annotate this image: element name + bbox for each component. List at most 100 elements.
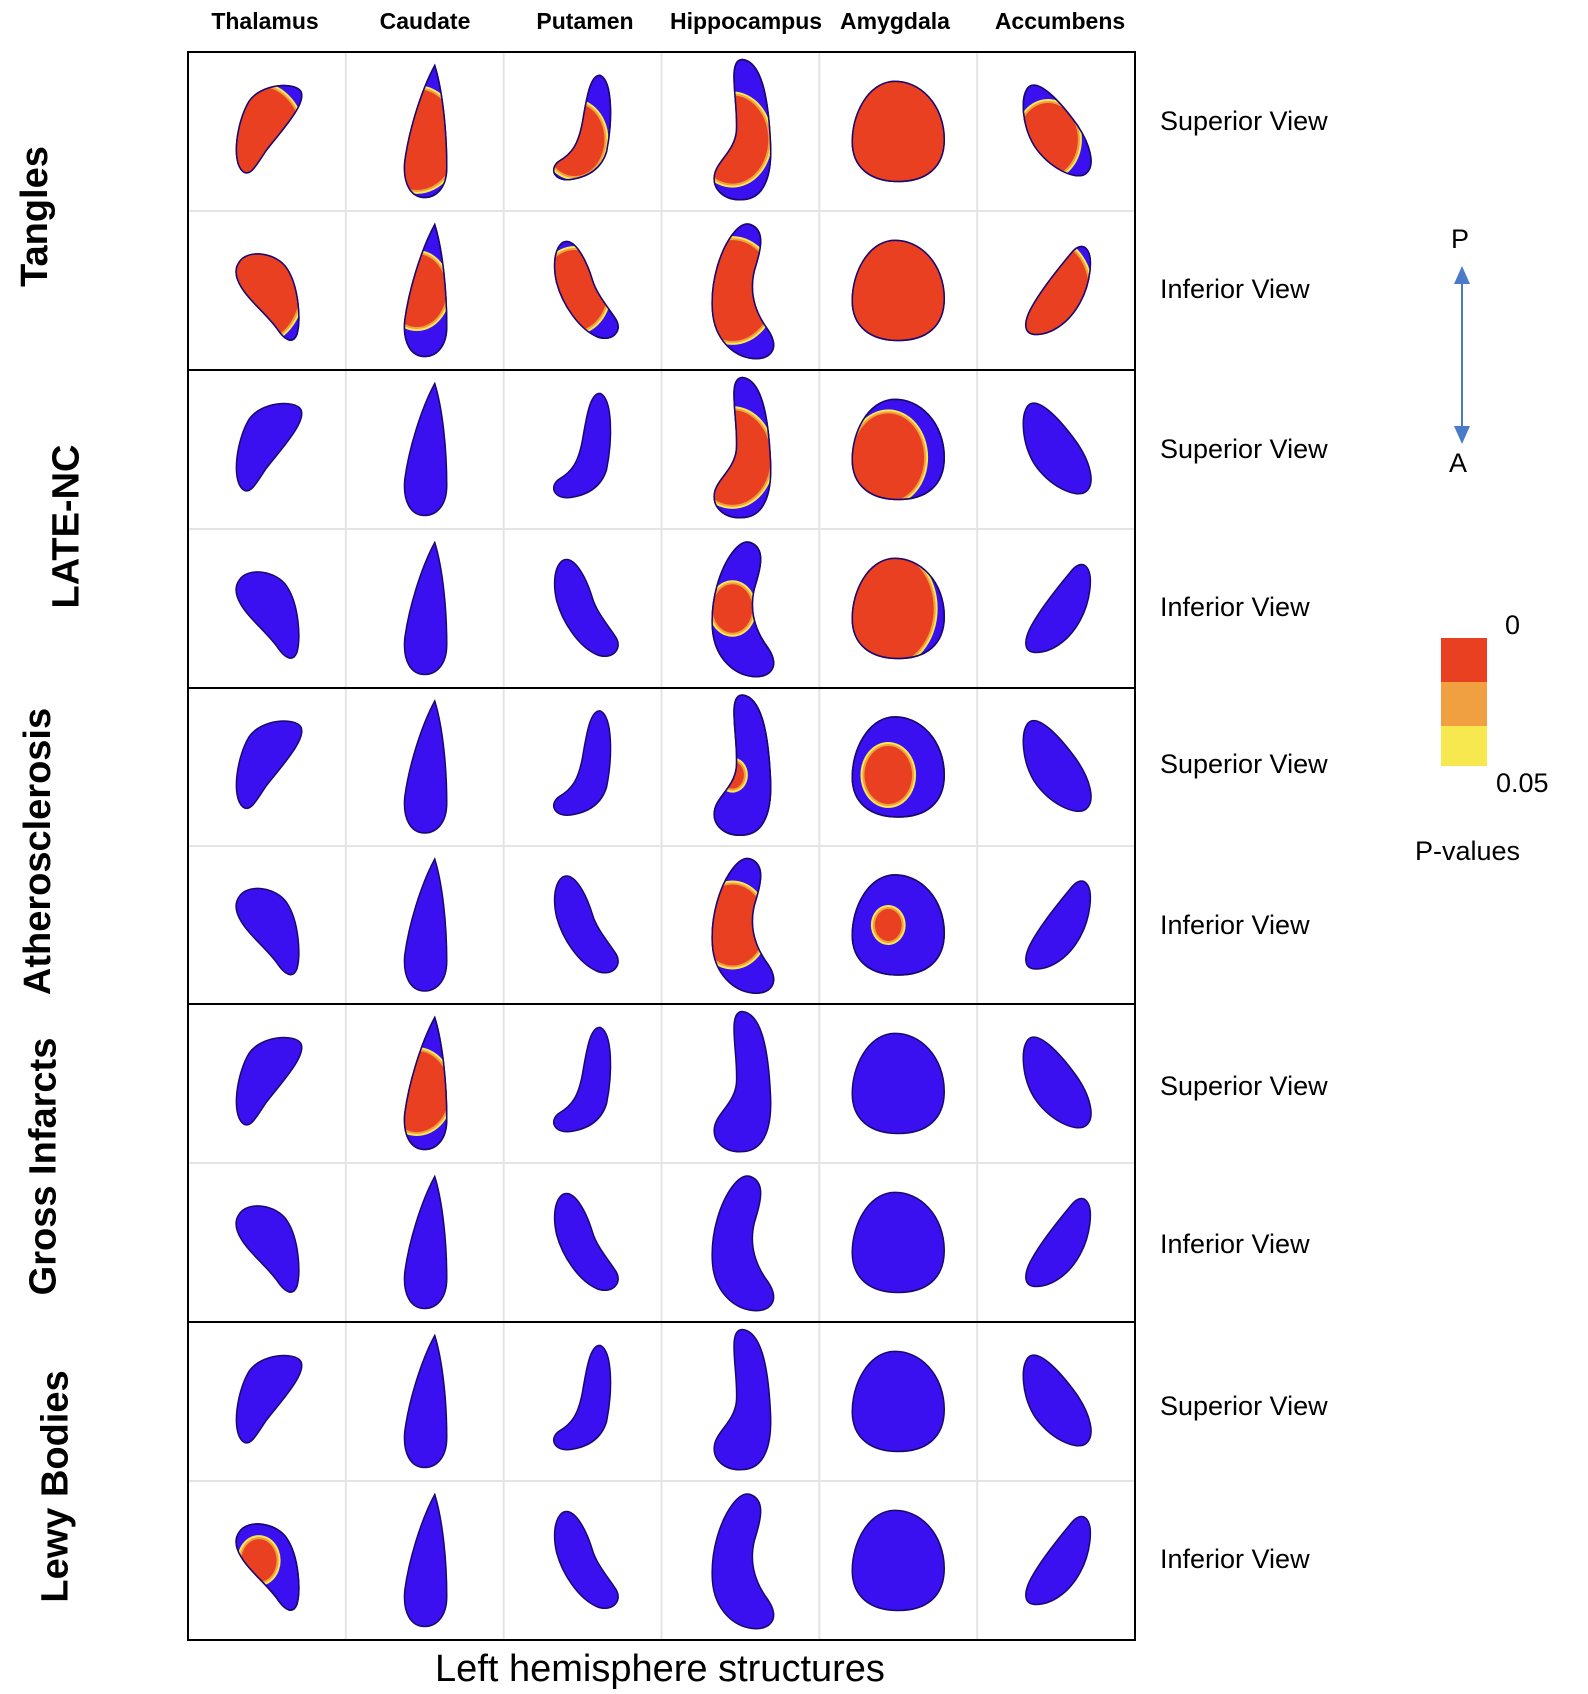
structure-caudate-tangles-superior [403, 63, 448, 199]
structure-outline [235, 253, 300, 341]
structure-surface [235, 1036, 303, 1126]
structure-surface [713, 1010, 772, 1153]
structure-putamen-tangles-inferior [553, 240, 619, 339]
structure-caudate-late-nc-inferior [403, 540, 448, 676]
structure-surface [553, 1192, 619, 1291]
orientation-arrow-up [1454, 266, 1470, 284]
structure-surface [711, 1175, 775, 1312]
sig-region-high [1025, 246, 1090, 335]
sig-region-high [874, 909, 902, 941]
legend-swatch-low [1441, 726, 1487, 766]
structure-amygdala-late-nc-inferior [851, 557, 946, 660]
structure-surface [403, 699, 448, 834]
sig-region-high [714, 95, 769, 184]
sig-region-high [712, 584, 753, 633]
structure-outline [711, 857, 775, 994]
x-axis-title: Left hemisphere structures [435, 1648, 885, 1690]
structure-thalamus-lewy-bodies-superior [235, 1354, 303, 1444]
structure-surface [235, 571, 300, 659]
structure-caudate-late-nc-superior [403, 381, 448, 517]
structure-amygdala-gross-infarcts-inferior [851, 1191, 946, 1294]
structure-outline [851, 239, 946, 342]
col-header-caudate: Caudate [379, 8, 471, 34]
structure-surface [1025, 563, 1092, 654]
structure-amygdala-atherosclerosis-superior [851, 716, 946, 818]
structure-outline [851, 874, 946, 976]
structure-outline [711, 541, 775, 678]
structure-hippocampus-tangles-inferior [711, 223, 775, 360]
sig-region-high [852, 558, 934, 659]
structure-surface [713, 1328, 772, 1471]
structure-putamen-atherosclerosis-inferior [553, 875, 619, 974]
structure-accumbens-atherosclerosis-inferior [1025, 880, 1092, 970]
col-header-putamen: Putamen [536, 8, 634, 34]
sig-region-high [236, 253, 299, 341]
structure-outline [711, 223, 775, 360]
structure-outline [403, 1015, 448, 1151]
legend-max-label: 0 [1505, 610, 1521, 640]
legend-min-label: 0.05 [1496, 768, 1549, 798]
structure-accumbens-tangles-superior [1022, 84, 1092, 177]
structure-surface [403, 540, 448, 676]
structure-surface [553, 710, 612, 816]
structure-outline [713, 58, 772, 201]
structure-outline [403, 222, 448, 358]
structure-surface [553, 1510, 619, 1609]
block-border-lewy-bodies [187, 1321, 1136, 1641]
view-label: Inferior View [1160, 910, 1310, 940]
view-label: Superior View [1160, 1071, 1328, 1101]
structure-surface [1022, 1354, 1092, 1447]
structure-accumbens-gross-infarcts-inferior [1025, 1197, 1092, 1288]
sig-region-high [404, 1051, 447, 1132]
sig-region-high [236, 86, 302, 173]
structure-surface [403, 857, 448, 992]
structure-thalamus-lewy-bodies-inferior [235, 1523, 300, 1611]
structure-outline [235, 1523, 300, 1611]
structure-hippocampus-late-nc-superior [713, 376, 772, 519]
orientation-label-p: P [1451, 224, 1470, 254]
structure-amygdala-lewy-bodies-superior [851, 1350, 946, 1453]
structure-accumbens-tangles-inferior [1025, 245, 1092, 336]
structure-caudate-tangles-inferior [403, 222, 448, 358]
structure-surface [403, 381, 448, 517]
view-label: Superior View [1160, 106, 1328, 136]
view-label: Superior View [1160, 434, 1328, 464]
structure-surface [851, 1350, 946, 1453]
structure-amygdala-lewy-bodies-inferior [851, 1509, 946, 1612]
structure-amygdala-gross-infarcts-superior [851, 1032, 946, 1135]
structure-surface [235, 887, 300, 976]
structure-putamen-late-nc-superior [553, 392, 612, 499]
structure-outline [851, 398, 946, 501]
sig-region-high [241, 1539, 277, 1582]
structure-thalamus-late-nc-superior [235, 402, 303, 492]
structure-surface [553, 875, 619, 974]
col-header-accumbens: Accumbens [994, 8, 1126, 34]
structure-surface [1025, 880, 1092, 970]
structure-surface [403, 1492, 448, 1628]
structure-accumbens-atherosclerosis-superior [1022, 720, 1092, 812]
orientation-arrow-down [1454, 426, 1470, 444]
structure-thalamus-gross-infarcts-inferior [235, 1205, 300, 1293]
structure-outline [851, 80, 946, 183]
structure-putamen-gross-infarcts-inferior [553, 1192, 619, 1291]
structure-putamen-lewy-bodies-superior [553, 1344, 612, 1451]
structure-surface [1022, 1036, 1092, 1129]
structure-thalamus-late-nc-inferior [235, 571, 300, 659]
structure-caudate-gross-infarcts-superior [403, 1015, 448, 1151]
view-label: Inferior View [1160, 1229, 1310, 1259]
structure-hippocampus-lewy-bodies-inferior [711, 1493, 775, 1630]
structure-amygdala-late-nc-superior [851, 398, 946, 501]
col-header-hippocampus: Hippocampus [670, 8, 823, 34]
structure-surface [403, 1174, 448, 1310]
structure-accumbens-lewy-bodies-inferior [1025, 1515, 1092, 1606]
row-label-gross-infarcts: Gross Infarcts [22, 1037, 65, 1296]
structure-hippocampus-gross-infarcts-inferior [711, 1175, 775, 1312]
structure-amygdala-tangles-superior [851, 80, 946, 183]
structure-surface [235, 1354, 303, 1444]
view-label: Inferior View [1160, 592, 1310, 622]
view-label: Inferior View [1160, 1544, 1310, 1574]
structure-caudate-atherosclerosis-inferior [403, 857, 448, 992]
structure-amygdala-tangles-inferior [851, 239, 946, 342]
view-label: Inferior View [1160, 274, 1310, 304]
orientation-label-a: A [1449, 448, 1468, 478]
